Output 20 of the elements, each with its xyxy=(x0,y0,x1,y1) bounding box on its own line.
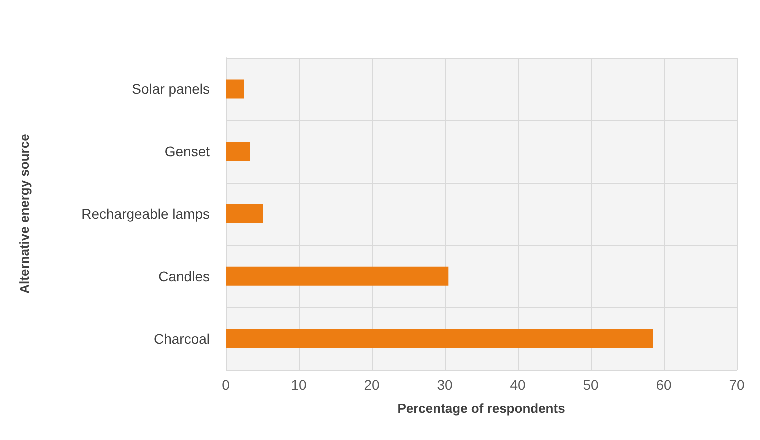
bar xyxy=(226,142,250,162)
x-tick-label: 0 xyxy=(222,377,230,393)
x-tick-label: 70 xyxy=(729,377,745,393)
x-tick-label: 20 xyxy=(364,377,380,393)
x-axis-title: Percentage of respondents xyxy=(398,401,566,416)
x-tick-label: 40 xyxy=(510,377,526,393)
y-tick-label: Genset xyxy=(164,144,210,160)
x-tick-label: 60 xyxy=(656,377,672,393)
x-tick-label: 30 xyxy=(437,377,453,393)
x-tick-label: 50 xyxy=(583,377,599,393)
bar xyxy=(226,204,264,224)
y-tick-label: Rechargeable lamps xyxy=(82,206,210,222)
y-tick-label: Solar panels xyxy=(132,81,210,98)
y-tick-label: Candles xyxy=(158,268,210,284)
x-tick-label: 10 xyxy=(291,377,307,393)
bar xyxy=(226,266,449,286)
bar xyxy=(226,329,654,348)
y-tick-label: Charcoal xyxy=(154,330,210,347)
bar xyxy=(226,80,244,99)
y-axis-title: Alternative energy source xyxy=(17,134,32,294)
